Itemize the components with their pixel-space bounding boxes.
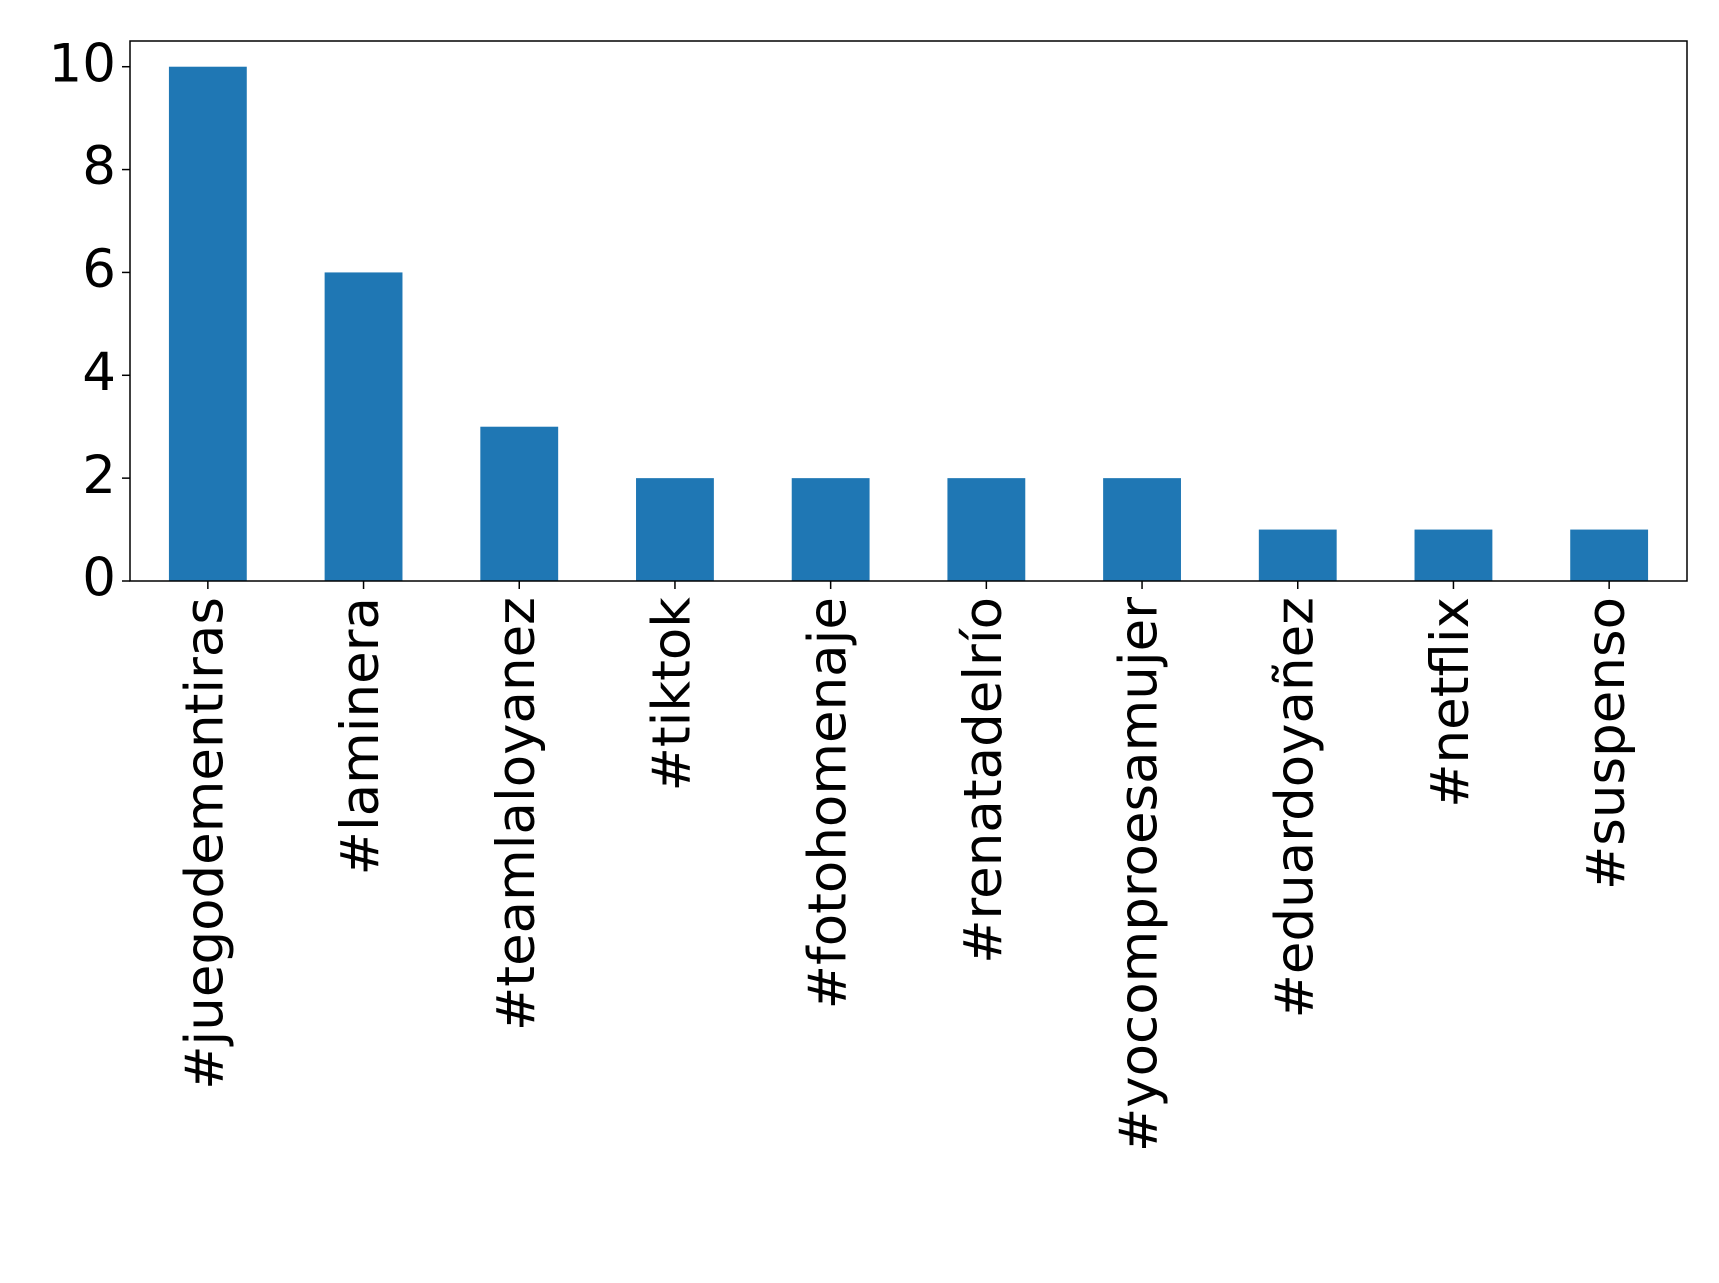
- bar: [636, 478, 714, 581]
- bar: [947, 478, 1026, 581]
- y-tick-label: 0: [82, 548, 116, 609]
- x-tick-label: #netflix: [1420, 597, 1481, 808]
- x-tick-label: #renatadelrío: [953, 597, 1014, 964]
- bar: [1258, 529, 1337, 581]
- x-tick-label: #teamlaloyanez: [486, 597, 547, 1031]
- plot-frame: [129, 40, 1688, 582]
- bar: [791, 478, 870, 581]
- x-tick-label: #suspenso: [1576, 597, 1637, 890]
- y-tick-label: 6: [82, 239, 116, 300]
- y-tick-label: 8: [82, 136, 116, 197]
- x-tick-label: #eduardoyañez: [1264, 597, 1325, 1019]
- y-tick-label: 2: [82, 445, 116, 506]
- bar: [480, 426, 559, 581]
- x-tick-label: #yocomproesamujer: [1109, 597, 1170, 1152]
- y-tick-label: 10: [49, 33, 116, 94]
- y-tick-label: 4: [82, 342, 116, 403]
- bar: [168, 66, 247, 581]
- bar: [1103, 478, 1181, 581]
- bar: [1570, 529, 1649, 581]
- x-tick-label: #tiktok: [642, 597, 703, 792]
- bar: [324, 272, 403, 581]
- x-tick-label: #fotohomenaje: [797, 597, 858, 1009]
- bar: [1414, 529, 1493, 581]
- x-tick-label: #laminera: [330, 597, 391, 875]
- x-tick-label: #juegodementiras: [174, 597, 235, 1090]
